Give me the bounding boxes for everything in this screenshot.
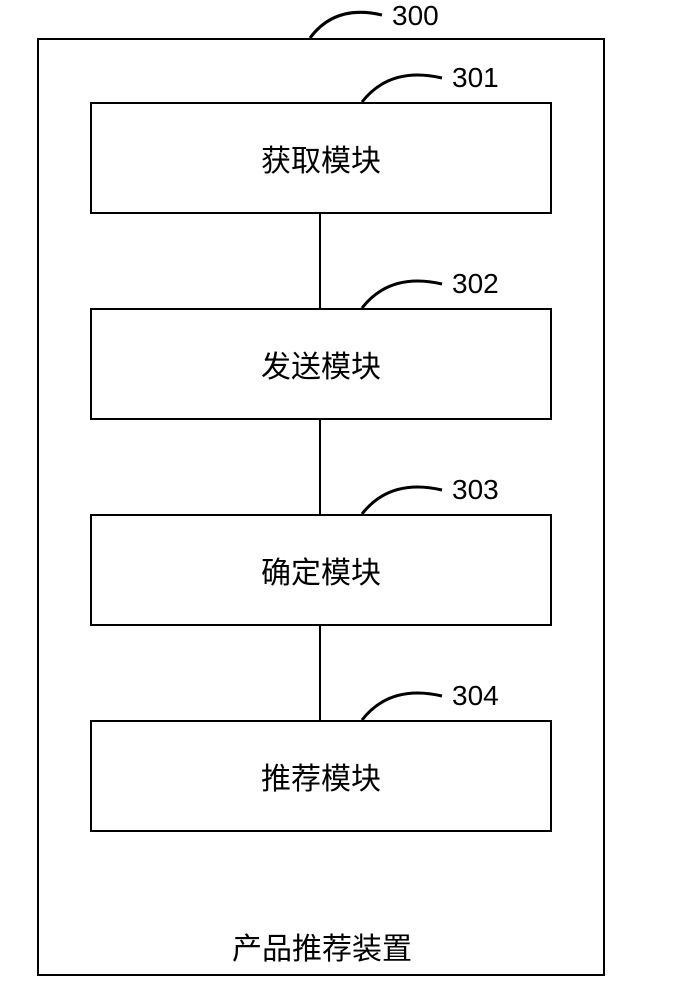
connector-3 bbox=[319, 626, 321, 720]
connector-1 bbox=[319, 214, 321, 308]
leader-recommend bbox=[0, 0, 685, 1000]
device-caption: 产品推荐装置 bbox=[232, 924, 412, 968]
ref-recommend: 304 bbox=[452, 680, 499, 712]
diagram-wrapper: 300 获取模块 301 发送模块 302 确定模块 303 推荐模块 304 … bbox=[0, 0, 685, 1000]
connector-2 bbox=[319, 420, 321, 514]
